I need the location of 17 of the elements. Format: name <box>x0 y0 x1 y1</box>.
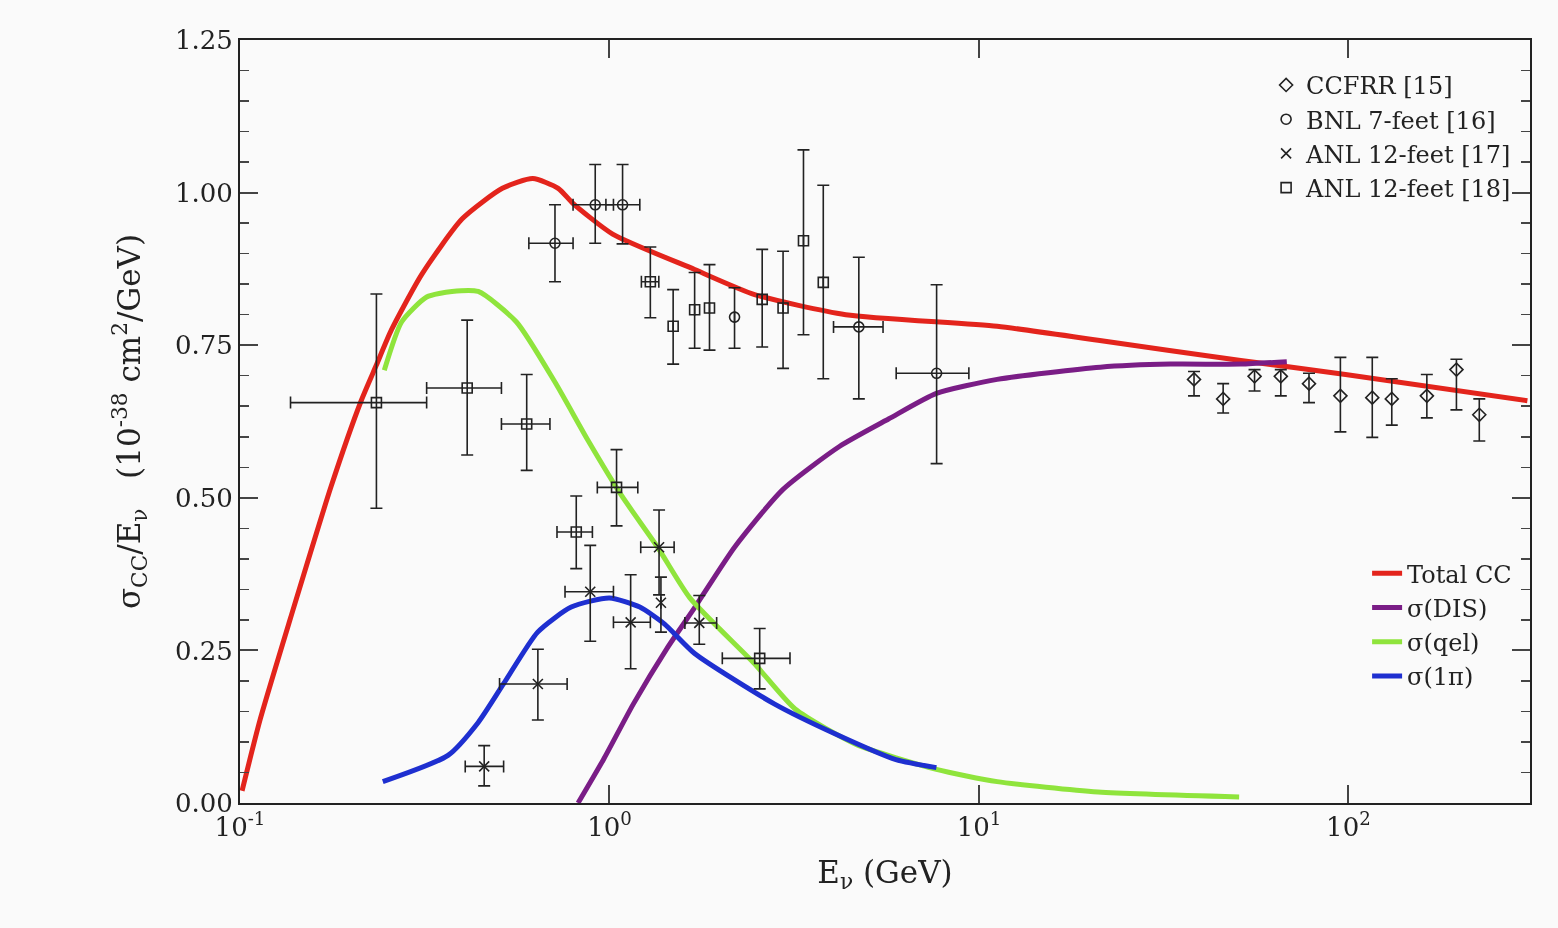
legend-label: CCFRR [15] <box>1306 72 1453 101</box>
legend-label: σ(qel) <box>1407 629 1480 658</box>
y-tick-label: 0.50 <box>174 482 233 513</box>
legend-label: Total CC <box>1407 560 1512 589</box>
x-tick-label: 10$^{1}$ <box>956 808 1002 843</box>
legend-label: ANL 12-feet [18] <box>1305 174 1511 203</box>
legend-label: σ(1π) <box>1407 663 1474 692</box>
x-tick-label: 10$^{2}$ <box>1326 808 1371 843</box>
y-tick-label: 0.75 <box>174 330 233 361</box>
y-tick-label: 1.00 <box>174 177 233 208</box>
legend-label: σ(DIS) <box>1407 594 1488 623</box>
legend-label: BNL 7-feet [16] <box>1306 106 1496 135</box>
x-tick-label: 10$^{0}$ <box>587 808 632 843</box>
y-tick-label: 1.25 <box>174 25 233 56</box>
legend-label: ANL 12-feet [17] <box>1305 140 1511 169</box>
x-axis-title: E$_{ν}$ (GeV) <box>817 853 953 895</box>
y-tick-label: 0.25 <box>174 635 233 666</box>
